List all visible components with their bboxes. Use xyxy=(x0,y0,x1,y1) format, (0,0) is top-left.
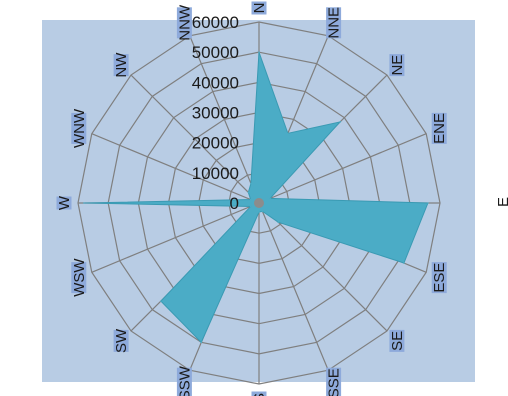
direction-label-wnw: WNW xyxy=(71,108,88,148)
data-point-nw xyxy=(247,191,250,194)
label-box xyxy=(113,54,129,77)
label-box xyxy=(71,262,87,294)
direction-label-s: S xyxy=(251,391,268,396)
grid-spoke xyxy=(258,202,329,371)
direction-label-nw: NW xyxy=(113,52,130,78)
label-box xyxy=(251,1,267,15)
direction-label-nnw: NNW xyxy=(176,4,193,41)
direction-label-sse: SSE xyxy=(326,367,343,396)
data-point-se xyxy=(277,221,279,223)
grid-spoke xyxy=(91,133,260,204)
direction-text: WNW xyxy=(71,108,88,148)
tick-label: 0 xyxy=(230,194,239,213)
data-point-wsw xyxy=(249,205,252,208)
direction-text: NNE xyxy=(326,7,343,39)
direction-text: W xyxy=(56,195,73,210)
data-point-s xyxy=(258,211,260,213)
label-box xyxy=(326,7,342,39)
tick-label: 10000 xyxy=(192,164,239,183)
tick-label: 30000 xyxy=(192,104,239,123)
label-box xyxy=(56,196,72,210)
tick-label: 20000 xyxy=(192,134,239,153)
direction-label-ne: NE xyxy=(389,54,406,77)
data-point-ne xyxy=(339,121,341,123)
direction-text: NNW xyxy=(176,4,193,41)
direction-text: S xyxy=(251,393,268,396)
direction-text: SSE xyxy=(326,368,343,396)
direction-text: ESE xyxy=(431,263,448,293)
label-box xyxy=(326,367,342,396)
direction-text: NE xyxy=(389,55,406,76)
direction-text: ENE xyxy=(431,113,448,144)
data-point-ese xyxy=(403,262,405,264)
direction-text: NW xyxy=(113,52,130,78)
data-point-ene xyxy=(269,197,271,200)
label-box xyxy=(389,54,405,77)
label-box xyxy=(176,7,192,39)
label-box xyxy=(431,112,447,144)
data-point-sse xyxy=(261,210,264,213)
grid-spoke xyxy=(130,74,260,204)
direction-label-se: SE xyxy=(389,329,406,352)
direction-text: SSW xyxy=(176,365,193,396)
grid-spoke xyxy=(189,35,260,204)
data-point-n xyxy=(258,51,260,53)
direction-label-e: E xyxy=(495,197,508,207)
tick-label: 60000 xyxy=(192,13,239,32)
direction-text: SE xyxy=(389,331,406,351)
label-box xyxy=(251,391,267,396)
data-point-ssw xyxy=(200,341,203,344)
direction-text: E xyxy=(495,197,508,207)
data-point-nne xyxy=(287,132,289,135)
label-box xyxy=(176,367,192,396)
direction-label-ese: ESE xyxy=(431,262,448,294)
label-box xyxy=(431,262,447,294)
tick-label: 50000 xyxy=(192,43,239,62)
direction-label-ssw: SSW xyxy=(176,365,193,396)
direction-label-w: W xyxy=(56,195,73,210)
grid-spoke xyxy=(258,202,388,332)
data-point-e xyxy=(427,202,429,204)
direction-text: N xyxy=(251,3,268,14)
grid-spoke xyxy=(258,133,427,204)
direction-label-nne: NNE xyxy=(326,7,343,39)
data-point-nnw xyxy=(250,182,252,185)
label-box xyxy=(113,329,129,352)
grid-spoke xyxy=(91,202,260,273)
data-point-w xyxy=(83,202,85,204)
data-point-wnw xyxy=(249,198,252,201)
direction-label-n: N xyxy=(251,1,268,15)
tick-label: 40000 xyxy=(192,73,239,92)
label-box xyxy=(389,329,405,352)
direction-label-wsw: WSW xyxy=(71,258,88,297)
direction-text: SW xyxy=(113,328,130,353)
direction-label-sw: SW xyxy=(113,328,130,353)
center-marker xyxy=(254,198,264,208)
data-point-sw xyxy=(160,300,162,302)
direction-text: WSW xyxy=(71,258,88,297)
label-box xyxy=(71,112,87,144)
direction-label-ene: ENE xyxy=(431,112,448,144)
